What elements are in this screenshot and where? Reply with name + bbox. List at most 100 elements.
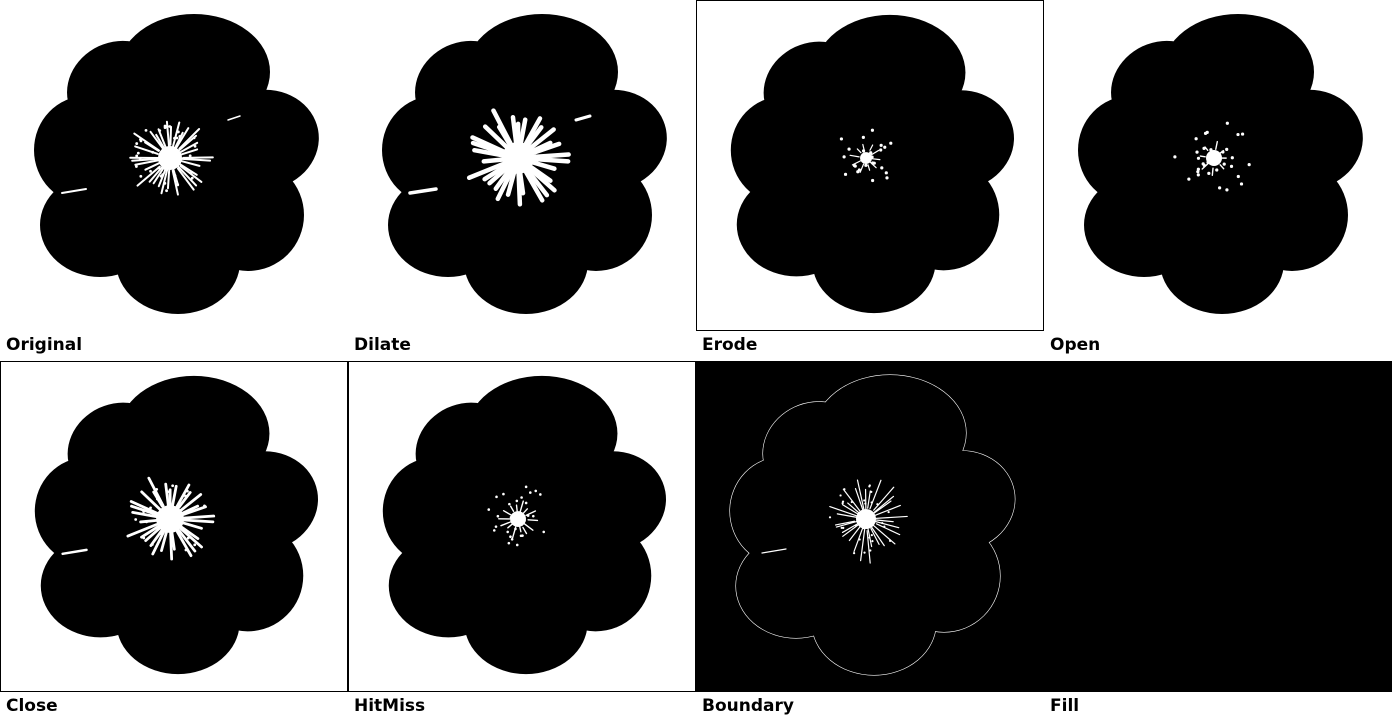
stamen-strand xyxy=(495,167,515,202)
stamen-dot xyxy=(138,157,142,160)
stamen-dot xyxy=(841,500,845,503)
stamen-strand xyxy=(178,163,198,176)
stamen-strand xyxy=(527,127,556,151)
stamen-strand xyxy=(155,133,166,151)
stamen-strand xyxy=(869,479,882,510)
stamen-strand xyxy=(1204,146,1209,152)
stamen-dot xyxy=(515,499,519,503)
stamen-dot xyxy=(495,495,498,499)
original-flower-figure xyxy=(34,14,319,314)
fill-caption: Fill xyxy=(1050,696,1080,716)
stamen-strand xyxy=(144,161,162,171)
stamen-dot xyxy=(165,508,169,512)
stamen-strand xyxy=(518,117,528,148)
highlight-streak xyxy=(227,115,241,121)
stamen-dot xyxy=(507,541,511,545)
stamen-dot xyxy=(843,488,846,491)
stamen-dot xyxy=(1218,186,1222,190)
stamen-strand xyxy=(466,161,505,181)
stamen-dot xyxy=(139,174,143,178)
stamen-dot xyxy=(492,529,496,532)
stamen-dot xyxy=(168,125,172,128)
stamen-strand xyxy=(869,144,874,151)
hitmiss-caption: HitMiss xyxy=(354,696,426,716)
stamen-dot xyxy=(178,134,182,138)
stamen-dot xyxy=(1206,160,1210,164)
stamen-strand xyxy=(178,128,201,150)
stamen-strand xyxy=(140,523,162,539)
stamen-strand xyxy=(856,479,865,511)
stamen-dot xyxy=(1236,132,1240,137)
stamen-dot xyxy=(842,155,846,159)
stamen-strand xyxy=(157,167,167,188)
stamen-dot xyxy=(514,527,517,531)
stamen-dot xyxy=(186,489,189,493)
stamen-dot xyxy=(1187,177,1191,181)
stamen-dot xyxy=(186,536,190,540)
stamen-dot xyxy=(883,145,887,149)
stamen-dot xyxy=(879,143,883,147)
stamen-strand xyxy=(174,483,191,509)
stamen-strand xyxy=(502,510,512,516)
stamen-strand xyxy=(500,521,512,527)
stamen-strand xyxy=(874,515,908,520)
stamen-strand xyxy=(493,167,512,191)
stamen-dot xyxy=(145,520,148,524)
fill-flower-figure xyxy=(1044,361,1392,692)
stamen-dot xyxy=(1209,148,1213,152)
stamen-dot xyxy=(532,514,535,518)
stamen-dot xyxy=(169,146,173,149)
stamen-strand xyxy=(860,528,866,562)
stamen-strand xyxy=(169,125,173,146)
stamen-dot xyxy=(1201,162,1205,166)
stamen-dot xyxy=(839,137,844,141)
stamen-dot xyxy=(203,504,206,508)
stamen-dot xyxy=(887,510,890,514)
stamen-strand xyxy=(849,154,860,158)
stamen-strand xyxy=(847,502,861,515)
panel-original: Original xyxy=(0,0,348,361)
panel-erode: Erode xyxy=(696,0,1044,361)
stamen-dot xyxy=(879,148,883,152)
stamen-strand xyxy=(175,127,190,149)
stamen-dot xyxy=(869,549,872,552)
stamen-strand xyxy=(172,121,181,148)
stamen-dot xyxy=(163,167,167,171)
stamen-strand xyxy=(871,158,881,161)
erode-image xyxy=(696,0,1044,331)
stamen-strand xyxy=(134,158,161,166)
stamen-dot xyxy=(188,154,192,158)
stamen-dot xyxy=(506,530,510,534)
open-image xyxy=(1044,0,1392,331)
stamen-strand xyxy=(130,504,160,517)
stamen-strand xyxy=(481,157,507,164)
panel-open: Open xyxy=(1044,0,1392,361)
stamen-strand xyxy=(841,504,860,516)
stamen-dot xyxy=(1173,155,1177,159)
close-caption: Close xyxy=(6,696,58,716)
stamen-dot xyxy=(142,536,146,540)
stamen-dot xyxy=(1225,147,1229,151)
stamen-strand xyxy=(869,149,880,157)
dilate-caption: Dilate xyxy=(354,335,411,355)
stamen-dot xyxy=(853,164,857,168)
stamen-dot xyxy=(173,136,176,140)
stamen-dot xyxy=(529,491,532,494)
stamen-strand xyxy=(873,495,895,513)
stamen-dot xyxy=(861,149,866,153)
stamen-strand xyxy=(482,162,510,182)
stamen-dot xyxy=(1207,171,1211,175)
highlight-streak xyxy=(61,188,87,194)
boundary-flower-figure xyxy=(729,374,1016,676)
stamen-dot xyxy=(1229,164,1234,168)
stamen-strand xyxy=(180,518,215,524)
stamen-dot xyxy=(1215,168,1219,172)
stamen-dot xyxy=(1240,132,1245,136)
stamen-strand xyxy=(181,505,207,516)
stamen-dot xyxy=(881,521,884,525)
stamen-dot xyxy=(510,538,514,541)
stamen-dot xyxy=(869,151,873,155)
stamen-dot xyxy=(155,488,159,491)
stamen-dot xyxy=(160,531,164,535)
stamen-dot xyxy=(842,526,845,529)
